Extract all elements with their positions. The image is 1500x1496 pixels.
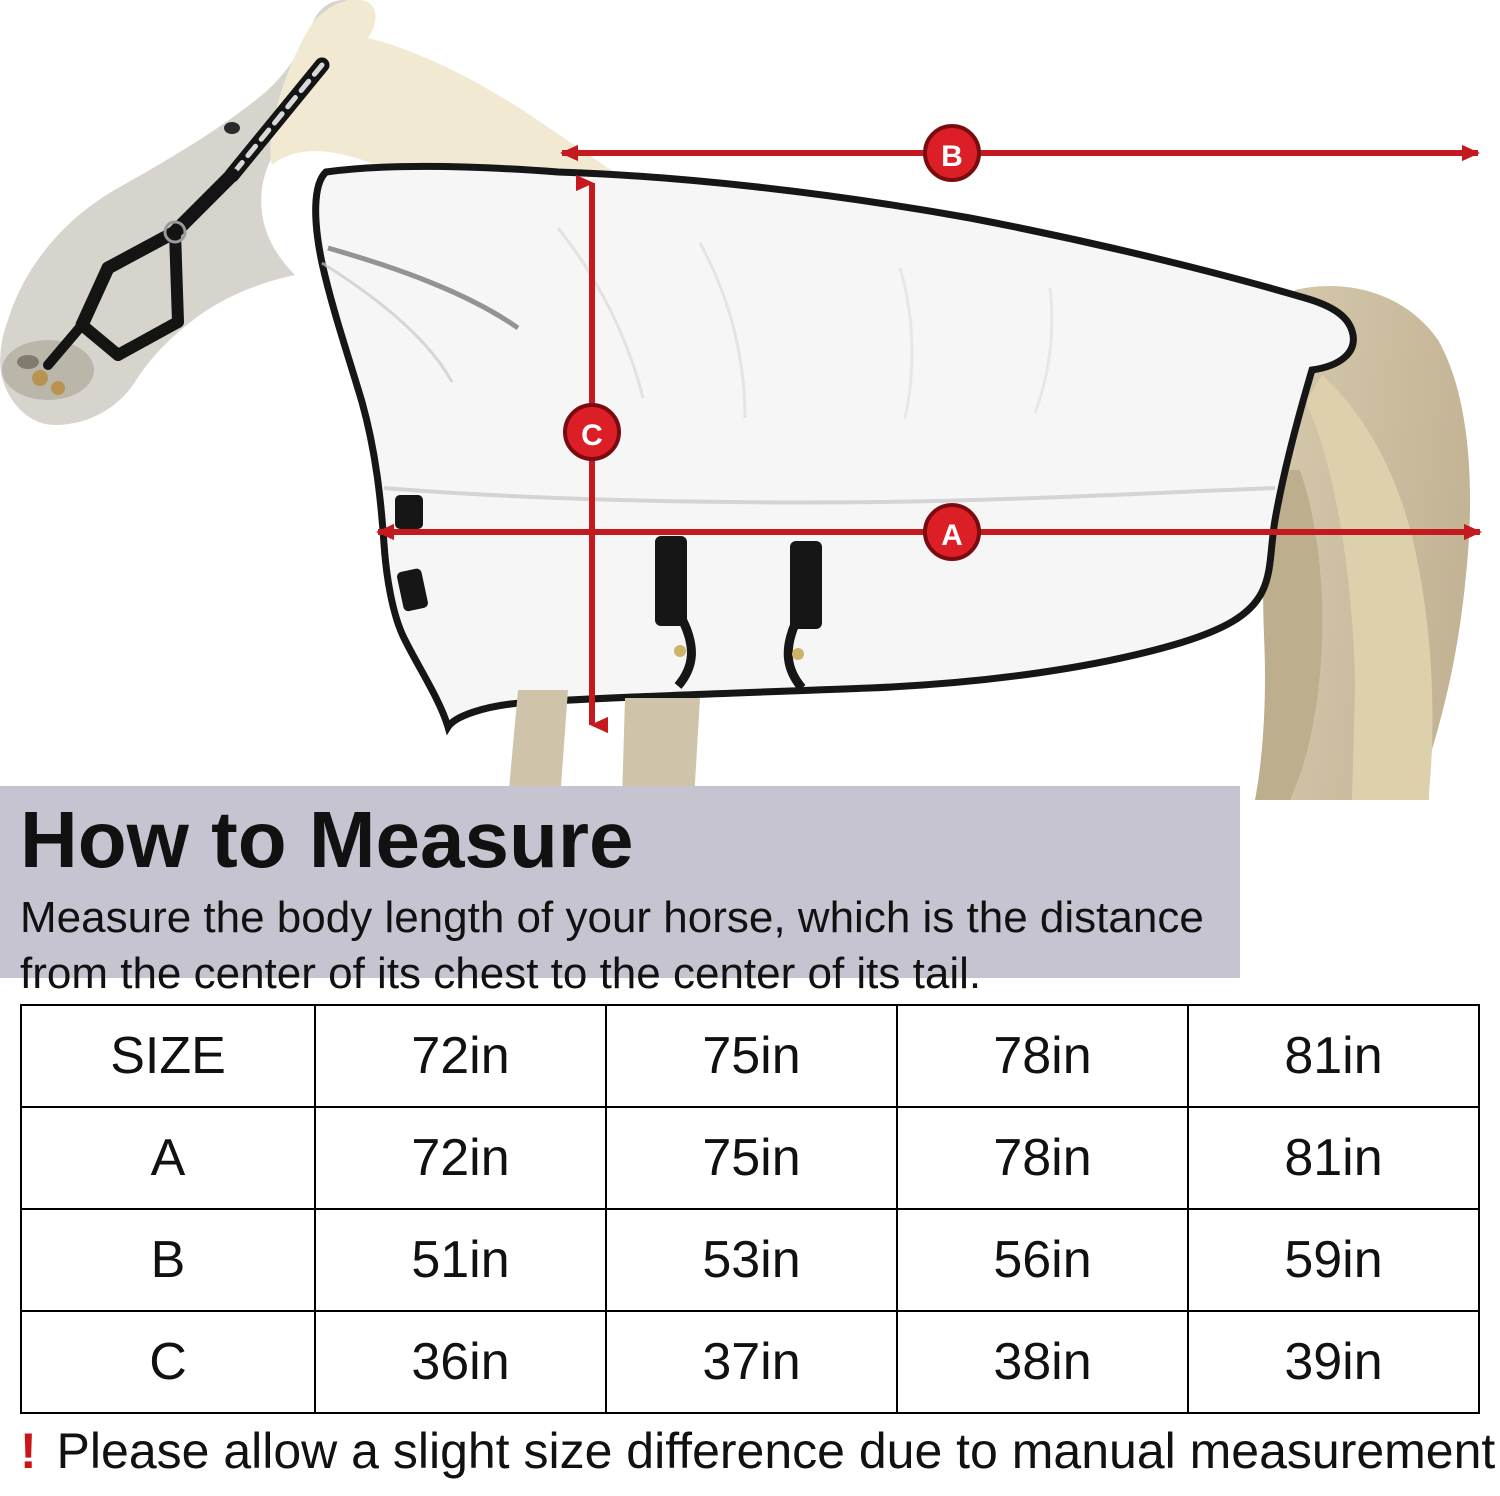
svg-text:C: C (581, 419, 603, 452)
svg-text:A: A (941, 519, 963, 552)
svg-text:B: B (941, 140, 963, 173)
